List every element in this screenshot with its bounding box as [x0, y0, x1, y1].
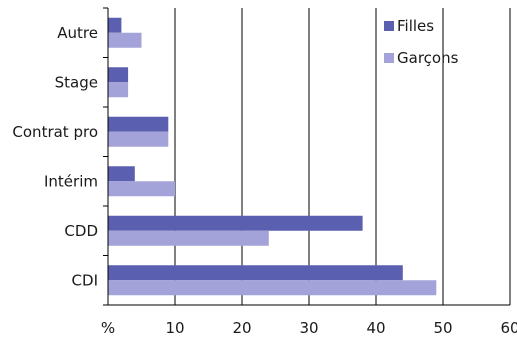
- bar-filles-int-rim: [108, 166, 135, 182]
- x-tick-label: 50: [433, 319, 452, 337]
- bar-filles-cdi: [108, 265, 403, 281]
- category-label: CDD: [64, 222, 98, 240]
- legend-swatch-filles: [384, 21, 394, 31]
- bar-gar-ons-autre: [108, 32, 142, 48]
- x-tick-label: 60: [500, 319, 517, 337]
- x-tick-label: %: [101, 319, 115, 337]
- bar-gar-ons-contrat-pro: [108, 131, 169, 147]
- gridlines: [174, 8, 511, 305]
- bar-gar-ons-stage: [108, 82, 129, 98]
- bar-gar-ons-int-rim: [108, 181, 175, 197]
- x-tick-label: 30: [299, 319, 318, 337]
- category-label: Contrat pro: [12, 123, 98, 141]
- x-tick-label: 40: [366, 319, 385, 337]
- legend-swatch-gar-ons: [384, 53, 394, 63]
- category-labels: Autre Stage Contrat pro Intérim CDD CDI: [12, 24, 98, 290]
- bar-gar-ons-cdd: [108, 230, 269, 246]
- y-axis: [103, 7, 510, 306]
- legend-label-filles: Filles: [397, 17, 434, 35]
- x-tick-label: 20: [232, 319, 251, 337]
- bars: [108, 17, 437, 296]
- category-label: Intérim: [44, 172, 98, 190]
- x-tick-labels: % 10 20 30 40 50 60: [101, 319, 517, 337]
- category-label: Autre: [57, 24, 98, 42]
- bar-filles-contrat-pro: [108, 116, 169, 132]
- bar-filles-autre: [108, 17, 122, 33]
- bar-filles-stage: [108, 67, 129, 83]
- category-label: CDI: [72, 271, 98, 289]
- bar-filles-cdd: [108, 215, 363, 231]
- legend-label-gar-ons: Garçons: [397, 49, 459, 67]
- x-tick-label: 10: [165, 319, 184, 337]
- legend: Filles Garçons: [384, 17, 459, 67]
- category-label: Stage: [55, 73, 98, 91]
- bar-gar-ons-cdi: [108, 280, 437, 296]
